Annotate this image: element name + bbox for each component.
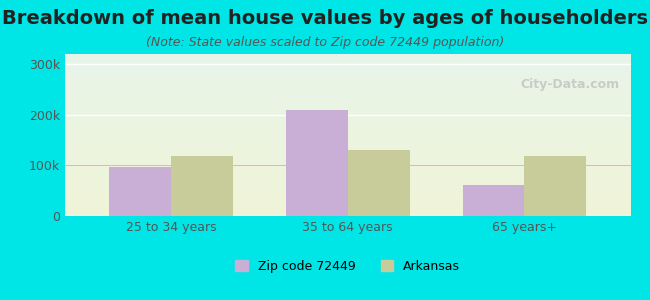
Text: City-Data.com: City-Data.com	[520, 78, 619, 91]
Bar	[348, 150, 410, 216]
Legend: Zip code 72449, Arkansas: Zip code 72449, Arkansas	[230, 255, 465, 278]
Text: (Note: State values scaled to Zip code 72449 population): (Note: State values scaled to Zip code 7…	[146, 36, 504, 49]
Bar	[109, 167, 171, 216]
Bar	[286, 110, 348, 216]
Bar	[463, 184, 525, 216]
Text: Breakdown of mean house values by ages of householders: Breakdown of mean house values by ages o…	[2, 9, 648, 28]
Bar	[171, 156, 233, 216]
Bar	[525, 156, 586, 216]
